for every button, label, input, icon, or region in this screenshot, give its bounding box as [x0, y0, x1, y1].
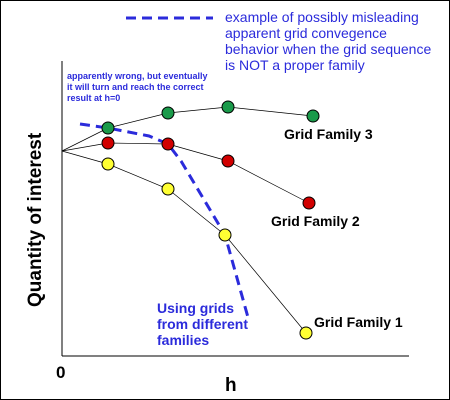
grid-family-2-point: [221, 154, 235, 168]
grid-family-3-point: [221, 100, 235, 114]
grid-family-1-point: [101, 157, 115, 171]
grid-family-2-point: [302, 196, 316, 210]
grid-family-3-label: Grid Family 3: [284, 126, 373, 142]
misleading-path-dashed: [79, 122, 251, 322]
grid-family-1-point: [161, 182, 175, 196]
grid-family-3-point: [161, 106, 175, 120]
grid-family-2-label: Grid Family 2: [271, 213, 360, 229]
grid-family-3-point: [101, 121, 115, 135]
using-grids-text: Using grids from different families: [157, 300, 252, 348]
grid-family-1-point: [299, 326, 313, 340]
grid-family-2-point: [101, 136, 115, 150]
grid-family-3-point: [306, 109, 320, 123]
y-axis-label: Quantity of interest: [25, 132, 46, 307]
origin-label: 0: [56, 363, 65, 382]
x-axis-label: h: [225, 375, 237, 396]
grid-family-2-point: [161, 137, 175, 151]
annotation-text: apparently wrong, but eventually it will…: [67, 71, 210, 103]
grid-family-1-label: Grid Family 1: [314, 314, 403, 330]
grid-family-2-line: [61, 142, 310, 204]
grid-family-1-point: [218, 228, 232, 242]
legend-text: example of possibly misleading apparent …: [225, 9, 435, 73]
